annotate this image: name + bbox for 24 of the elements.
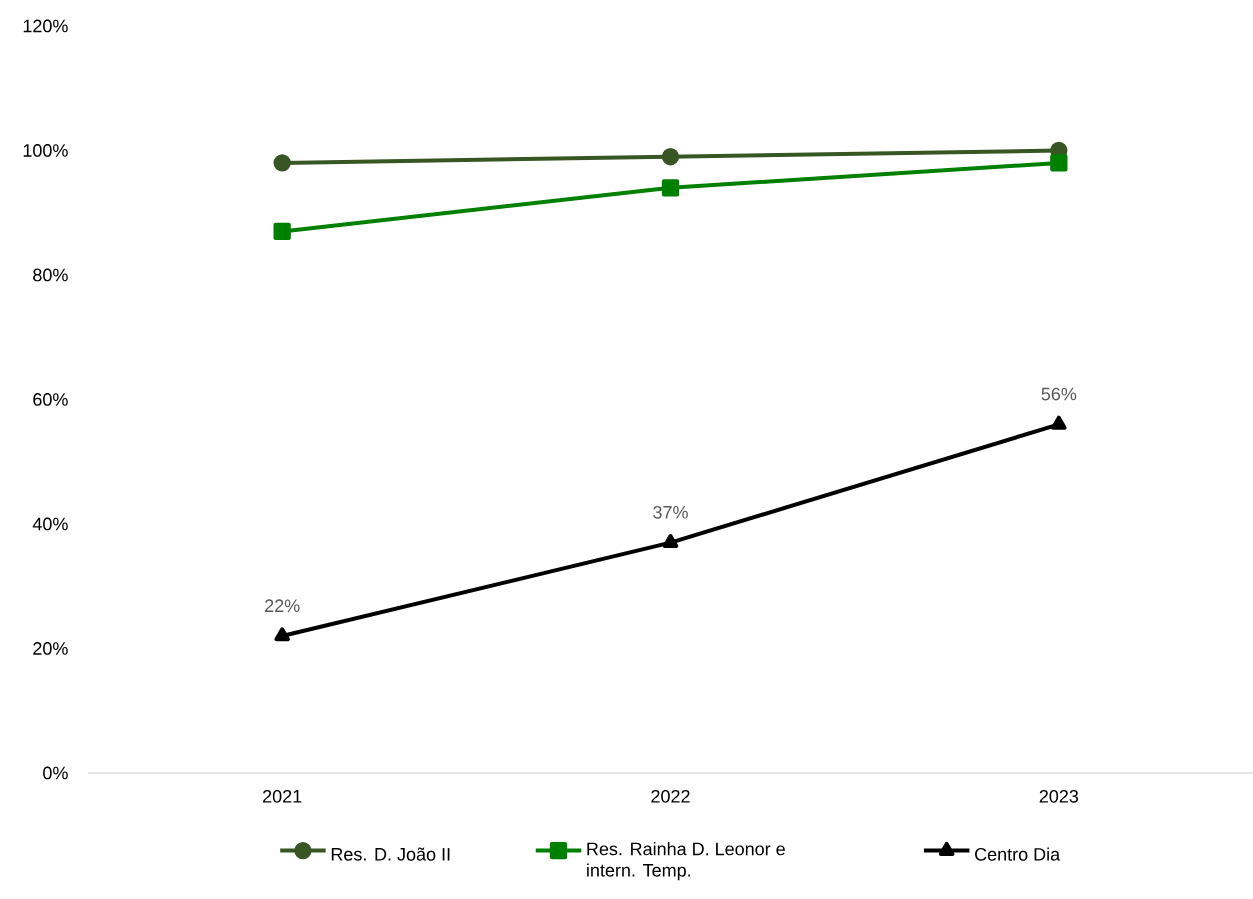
data-label: 56% xyxy=(1041,387,1077,401)
legend-label: Res. Rainha D. Leonor e intern. Temp. xyxy=(587,842,785,881)
point xyxy=(661,148,680,166)
y-tick-label: 0% xyxy=(43,766,68,780)
point xyxy=(662,533,679,548)
point xyxy=(274,627,290,642)
y-tick-label: 60% xyxy=(33,393,68,406)
legend-label: Res. D. João II xyxy=(331,847,450,861)
y-tick-label: 120% xyxy=(23,19,68,33)
data-label: 37% xyxy=(653,505,688,519)
point xyxy=(1051,415,1067,430)
legend-label: Centro Dia xyxy=(975,847,1061,861)
point xyxy=(661,179,680,197)
y-tick-label: 80% xyxy=(33,268,68,282)
x-tick-label: 2021 xyxy=(263,789,302,803)
point xyxy=(273,222,291,241)
y-tick-label: 20% xyxy=(33,642,68,655)
y-tick-label: 100% xyxy=(23,144,68,157)
x-tick-label: 2023 xyxy=(1039,789,1079,803)
point xyxy=(273,154,291,172)
point xyxy=(1050,154,1068,172)
x-tick-label: 2022 xyxy=(651,789,690,803)
data-label: 22% xyxy=(265,599,300,613)
y-tick-label: 40% xyxy=(32,517,68,531)
